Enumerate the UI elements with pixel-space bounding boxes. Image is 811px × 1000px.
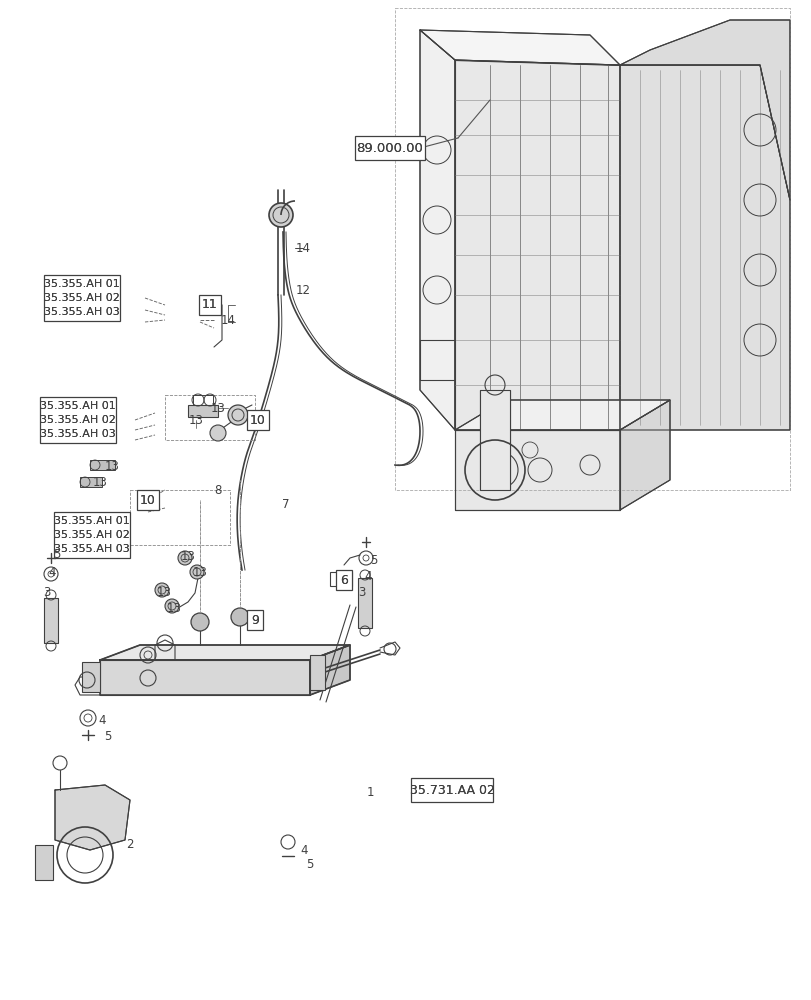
Bar xyxy=(44,598,58,643)
FancyBboxPatch shape xyxy=(137,490,158,510)
Bar xyxy=(35,845,53,880)
Text: 8: 8 xyxy=(214,484,221,496)
FancyBboxPatch shape xyxy=(41,397,116,443)
Bar xyxy=(82,662,100,692)
Text: 6: 6 xyxy=(340,574,347,586)
Polygon shape xyxy=(454,430,620,510)
Bar xyxy=(358,578,371,628)
Text: 35.731.AA 02: 35.731.AA 02 xyxy=(409,784,494,796)
Text: 7: 7 xyxy=(282,498,290,512)
Polygon shape xyxy=(419,30,620,65)
Text: 9: 9 xyxy=(251,613,259,626)
Bar xyxy=(329,572,351,586)
Polygon shape xyxy=(454,400,669,430)
Text: 13: 13 xyxy=(105,460,119,474)
Text: 35.355.AH 01
35.355.AH 02
35.355.AH 03: 35.355.AH 01 35.355.AH 02 35.355.AH 03 xyxy=(40,401,116,439)
FancyBboxPatch shape xyxy=(336,570,351,590)
Text: 2: 2 xyxy=(126,838,134,852)
Bar xyxy=(80,477,102,487)
Bar xyxy=(188,405,217,417)
Polygon shape xyxy=(310,645,350,695)
Text: 89.000.00: 89.000.00 xyxy=(356,141,423,154)
Text: 3: 3 xyxy=(358,586,365,599)
Polygon shape xyxy=(620,20,789,200)
Polygon shape xyxy=(620,400,669,510)
FancyBboxPatch shape xyxy=(44,275,119,321)
Circle shape xyxy=(191,613,208,631)
Text: 4: 4 xyxy=(98,714,105,726)
Text: 13: 13 xyxy=(157,585,171,598)
Circle shape xyxy=(178,551,191,565)
Circle shape xyxy=(230,608,249,626)
Polygon shape xyxy=(419,30,454,430)
FancyBboxPatch shape xyxy=(410,778,493,802)
Text: 35.355.AH 01
35.355.AH 02
35.355.AH 03: 35.355.AH 01 35.355.AH 02 35.355.AH 03 xyxy=(54,516,130,554)
Circle shape xyxy=(210,425,225,441)
Text: 10: 10 xyxy=(250,414,266,426)
Polygon shape xyxy=(100,645,350,660)
Text: 35.355.AH 01
35.355.AH 02
35.355.AH 03: 35.355.AH 01 35.355.AH 02 35.355.AH 03 xyxy=(44,279,120,317)
FancyBboxPatch shape xyxy=(247,410,268,430)
Circle shape xyxy=(268,203,293,227)
Text: 89.000.00: 89.000.00 xyxy=(356,141,423,154)
Circle shape xyxy=(155,583,169,597)
Text: 14: 14 xyxy=(295,241,310,254)
Circle shape xyxy=(165,599,178,613)
Text: 35.355.AH 01
35.355.AH 02
35.355.AH 03: 35.355.AH 01 35.355.AH 02 35.355.AH 03 xyxy=(40,401,116,439)
Text: 13: 13 xyxy=(180,550,195,564)
Polygon shape xyxy=(454,60,620,430)
Bar xyxy=(90,460,115,470)
Text: 35.731.AA 02: 35.731.AA 02 xyxy=(409,784,494,796)
Text: 11: 11 xyxy=(202,298,217,312)
Text: 4: 4 xyxy=(364,570,371,582)
FancyBboxPatch shape xyxy=(355,136,424,160)
Text: 13: 13 xyxy=(166,601,181,614)
Text: 35.355.AH 01
35.355.AH 02
35.355.AH 03: 35.355.AH 01 35.355.AH 02 35.355.AH 03 xyxy=(54,516,130,554)
Text: 1: 1 xyxy=(366,786,373,800)
Text: 35.355.AH 01
35.355.AH 02
35.355.AH 03: 35.355.AH 01 35.355.AH 02 35.355.AH 03 xyxy=(44,279,120,317)
FancyBboxPatch shape xyxy=(54,512,130,558)
Text: 4: 4 xyxy=(48,566,56,578)
Text: 13: 13 xyxy=(188,414,204,426)
Text: 13: 13 xyxy=(192,566,207,578)
Text: 9: 9 xyxy=(251,613,259,626)
Text: 10: 10 xyxy=(250,414,266,426)
Text: 10: 10 xyxy=(139,493,156,506)
Polygon shape xyxy=(620,65,789,430)
Circle shape xyxy=(228,405,247,425)
Text: 11: 11 xyxy=(202,298,217,312)
FancyBboxPatch shape xyxy=(247,610,263,630)
Text: 10: 10 xyxy=(139,493,156,506)
Text: 4: 4 xyxy=(300,844,307,856)
Text: 6: 6 xyxy=(340,574,347,586)
Bar xyxy=(193,395,212,405)
Bar xyxy=(479,390,509,490)
Text: 14: 14 xyxy=(221,314,235,326)
Bar xyxy=(310,655,324,690)
Circle shape xyxy=(190,565,204,579)
FancyBboxPatch shape xyxy=(200,295,221,315)
Text: 5: 5 xyxy=(370,554,377,566)
Text: 13: 13 xyxy=(210,401,225,414)
Polygon shape xyxy=(100,660,310,695)
Polygon shape xyxy=(55,785,130,850)
Text: 5: 5 xyxy=(306,858,313,871)
Text: 3: 3 xyxy=(43,585,50,598)
Text: 5: 5 xyxy=(104,730,112,744)
Text: 12: 12 xyxy=(295,284,310,296)
Text: 5: 5 xyxy=(54,548,61,562)
Text: 13: 13 xyxy=(92,476,107,488)
